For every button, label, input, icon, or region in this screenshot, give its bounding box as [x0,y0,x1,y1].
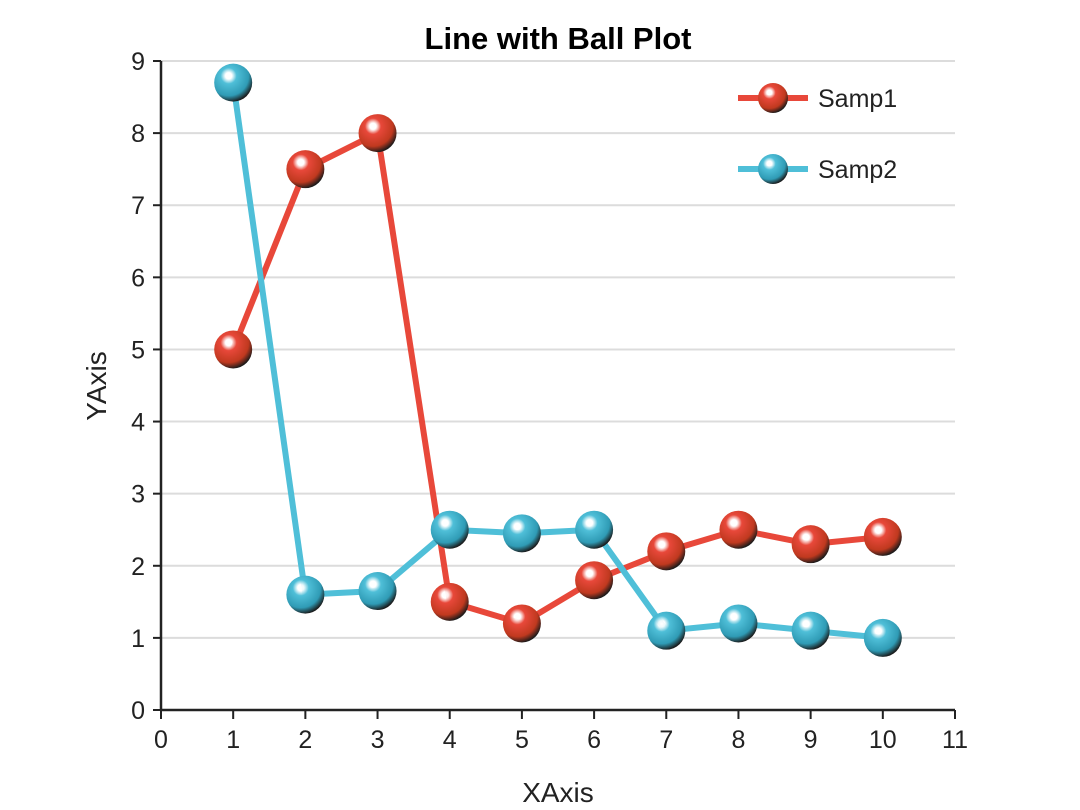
series-line-samp1 [230,130,884,627]
data-point-samp1 [863,517,902,556]
data-point-samp2 [358,572,397,611]
x-tick-label: 7 [659,726,673,754]
y-tick-label: 4 [131,409,145,437]
data-point-samp2 [863,618,902,657]
series-layer [214,63,902,657]
data-point-samp2 [719,604,758,643]
x-tick-label: 6 [587,726,601,754]
data-point-samp2 [791,611,830,650]
x-tick-label: 8 [732,726,746,754]
legend-label-samp1: Samp1 [818,85,897,113]
x-axis-label: XAxis [522,777,594,808]
data-point-samp1 [791,525,830,564]
x-tick-label: 2 [298,726,312,754]
data-point-samp1 [214,330,253,369]
grid-lines [161,60,955,639]
y-axis-label: YAxis [81,351,112,421]
data-point-samp1 [358,114,397,153]
data-point-samp2 [502,514,541,553]
legend: Samp1 Samp2 [738,83,897,184]
x-tick-label: 4 [443,726,457,754]
x-tick-label: 9 [804,726,818,754]
y-tick-label: 7 [131,192,145,220]
x-tick-label: 5 [515,726,529,754]
legend-marker-samp2 [758,154,788,184]
y-tick-label: 5 [131,336,145,364]
legend-label-samp2: Samp2 [818,156,897,184]
y-tick-label: 1 [131,625,145,653]
data-point-samp2 [214,63,253,102]
data-point-samp1 [502,604,541,643]
x-tick-label: 1 [226,726,240,754]
x-tick-label: 3 [371,726,385,754]
data-point-samp1 [719,510,758,549]
data-point-samp2 [575,510,614,549]
series-line-samp2 [230,82,884,641]
y-tick-label: 6 [131,264,145,292]
x-tick-label: 0 [154,726,168,754]
legend-marker-samp1 [758,83,788,113]
chart-title: Line with Ball Plot [425,21,692,56]
data-point-samp1 [575,561,614,600]
data-point-samp1 [286,150,325,189]
x-tick-label: 11 [942,726,968,754]
data-point-samp1 [430,582,469,621]
y-tick-label: 9 [131,48,145,76]
axes: 0 1 2 3 4 5 6 7 8 9 0 1 2 3 4 5 6 7 8 9 10 11 [131,48,968,754]
y-tick-label: 3 [131,481,145,509]
y-tick-label: 2 [131,553,145,581]
data-point-samp2 [647,611,686,650]
data-point-samp2 [430,510,469,549]
y-tick-label: 8 [131,120,145,148]
data-point-samp1 [647,532,686,571]
data-point-samp2 [286,575,325,614]
y-tick-label: 0 [131,697,145,725]
x-tick-label: 10 [869,726,897,754]
